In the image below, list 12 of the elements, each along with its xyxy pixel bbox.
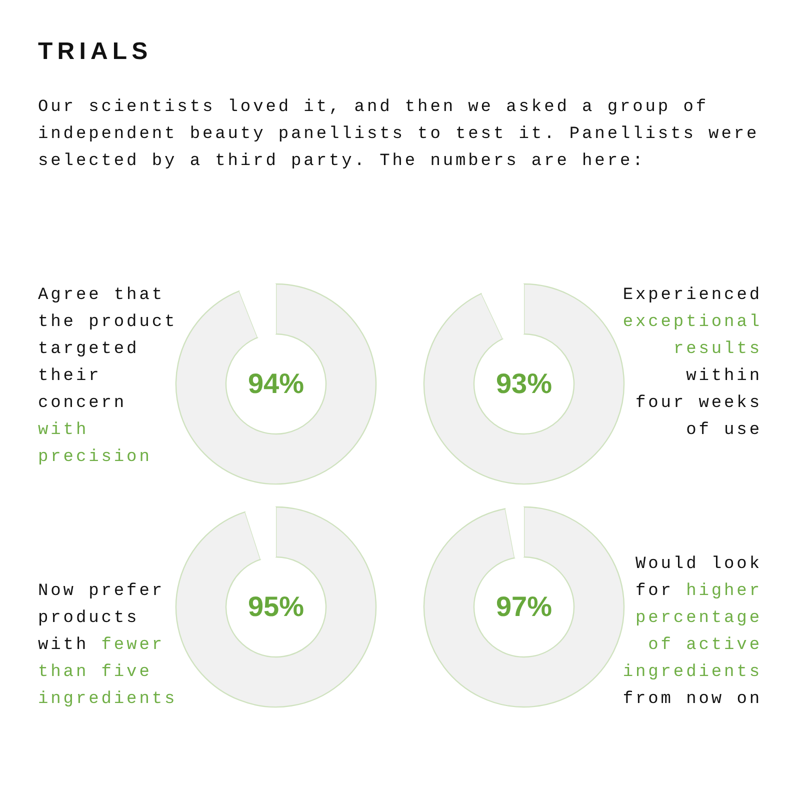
data-label: 93%: [496, 368, 552, 399]
text: Experienced: [622, 286, 762, 305]
text: with precision: [38, 421, 152, 467]
text: Agree that the product targeted their concern: [38, 286, 178, 413]
text: TRIALS: [38, 38, 152, 65]
data-label: 97%: [496, 591, 552, 622]
text: from now on: [622, 690, 762, 709]
data-label: 95%: [248, 591, 304, 622]
text: within four weeks of use: [635, 367, 762, 440]
data-label: 94%: [248, 368, 304, 399]
text: Our scientists loved it, and then we asked a group of independent beauty panellists to test it. Panellists were selected by a third party. The numbers are here:: [38, 98, 760, 171]
text: exceptional results: [622, 313, 762, 359]
